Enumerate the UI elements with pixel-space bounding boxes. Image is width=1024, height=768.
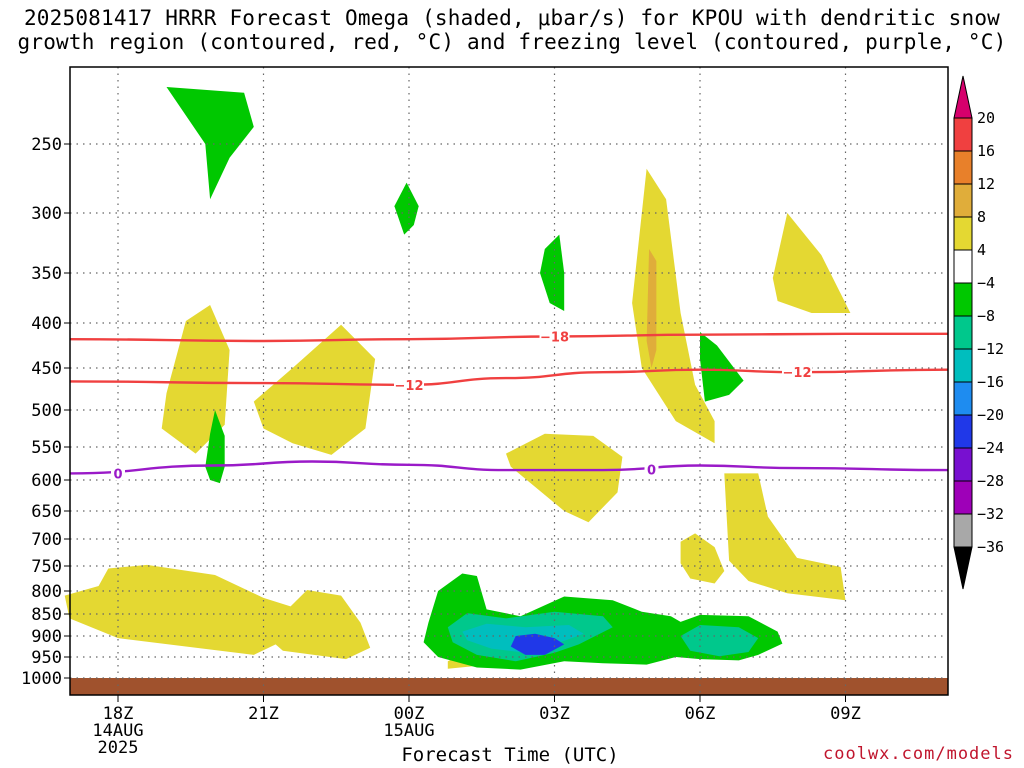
colorbar-label-10: −20 <box>977 406 1004 424</box>
y-tick-label-750: 750 <box>31 557 62 577</box>
contour-layer: −18 −12 −12 0 0 <box>69 328 949 482</box>
x-tick-label-18Z: 18Z <box>103 704 134 724</box>
colorbar-swatch-7 <box>953 315 973 350</box>
colorbar-label-3: 12 <box>977 175 995 193</box>
y-tick-label-1000: 1000 <box>21 669 62 689</box>
contour-label-bg-5 <box>644 461 659 477</box>
x-tick-label-21Z: 21Z <box>248 704 279 724</box>
contour-label-4: 0 <box>113 467 122 482</box>
colorbar-label-2: 16 <box>977 142 995 160</box>
colorbar-top-arrow <box>953 75 973 119</box>
contour-label-1: −18 <box>540 331 569 346</box>
contour-label-bg-2 <box>394 376 424 392</box>
omega-region-3 <box>161 305 230 454</box>
grid-layer <box>70 67 948 695</box>
y-axis: 2503003504004505005506006507007508008509… <box>21 135 70 689</box>
contour-label-bg-3 <box>782 364 812 380</box>
colorbar-label-6: −4 <box>977 274 995 292</box>
y-tick-label-550: 550 <box>31 438 62 458</box>
colorbar-swatch-4 <box>953 216 973 251</box>
contour-line-3 <box>69 460 949 475</box>
x-tick-date-00Z: 15AUG <box>383 721 434 741</box>
colorbar-label-8: −12 <box>977 340 1004 358</box>
y-tick-label-350: 350 <box>31 264 62 284</box>
colorbar-swatch-11 <box>953 447 973 482</box>
colorbar-bottom-arrow <box>953 546 973 590</box>
x-tick-year-18Z: 2025 <box>98 738 139 758</box>
colorbar-label-4: 8 <box>977 208 986 226</box>
y-tick-label-450: 450 <box>31 359 62 379</box>
y-tick-label-900: 900 <box>31 627 62 647</box>
y-tick-label-800: 800 <box>31 582 62 602</box>
omega-shading-layer <box>64 87 851 670</box>
omega-region-2 <box>263 590 371 660</box>
x-tick-label-09Z: 09Z <box>830 704 861 724</box>
omega-region-8 <box>680 533 725 584</box>
y-tick-label-850: 850 <box>31 605 62 625</box>
colorbar-label-9: −16 <box>977 373 1004 391</box>
omega-region-4 <box>253 324 376 455</box>
y-tick-label-500: 500 <box>31 401 62 421</box>
colorbar-label-14: −36 <box>977 538 1004 556</box>
colorbar-swatch-10 <box>953 414 973 449</box>
y-tick-label-300: 300 <box>31 204 62 224</box>
contour-label-5: 0 <box>647 463 656 478</box>
x-tick-label-06Z: 06Z <box>685 704 716 724</box>
omega-region-13 <box>394 182 419 235</box>
ground-strip <box>70 678 948 695</box>
colorbar-label-5: 4 <box>977 241 986 259</box>
site-credit: coolwx.com/models <box>823 744 1014 764</box>
colorbar-swatch-6 <box>953 282 973 317</box>
colorbar-swatch-9 <box>953 381 973 416</box>
colorbar-swatch-2 <box>953 150 973 185</box>
colorbar: 20 16 12 8 4 −4 −8 −12 −16 −20 −24 −28 −32 −36 <box>953 75 1004 590</box>
x-tick-label-03Z: 03Z <box>539 704 570 724</box>
colorbar-swatch-8 <box>953 348 973 383</box>
x-tick-label-00Z: 00Z <box>394 704 425 724</box>
colorbar-swatch-12 <box>953 480 973 515</box>
omega-region-1 <box>64 564 312 655</box>
omega-region-16 <box>700 332 744 402</box>
x-tick-date-18Z: 14AUG <box>92 721 143 741</box>
contour-label-3: −12 <box>783 366 812 381</box>
colorbar-label-11: −24 <box>977 439 1004 457</box>
y-tick-label-600: 600 <box>31 471 62 491</box>
plot-border <box>69 66 949 696</box>
colorbar-swatch-13 <box>953 513 973 548</box>
y-tick-label-400: 400 <box>31 314 62 334</box>
contour-label-2: −12 <box>395 379 424 394</box>
y-tick-label-650: 650 <box>31 502 62 522</box>
omega-region-peak <box>646 249 657 368</box>
colorbar-label-1: 20 <box>977 109 995 127</box>
y-tick-label-950: 950 <box>31 648 62 668</box>
colorbar-swatch-3 <box>953 183 973 218</box>
contour-label-bg-4 <box>111 465 125 481</box>
omega-region-21 <box>510 633 565 655</box>
title-line-1: 2025081417 HRRR Forecast Omega (shaded, … <box>23 6 1001 30</box>
colorbar-swatch-5 <box>953 249 973 284</box>
chart-title: 2025081417 HRRR Forecast Omega (shaded, … <box>0 6 1024 54</box>
x-axis-label: Forecast Time (UTC) <box>401 744 619 766</box>
colorbar-label-12: −28 <box>977 472 1004 490</box>
omega-region-7 <box>632 168 715 444</box>
colorbar-label-7: −8 <box>977 307 995 325</box>
colorbar-label-13: −32 <box>977 505 1004 523</box>
title-line-2: growth region (contoured, red, °C) and f… <box>17 30 1007 54</box>
y-tick-label-250: 250 <box>31 135 62 155</box>
omega-region-10 <box>772 213 851 313</box>
omega-region-9 <box>724 473 846 601</box>
colorbar-swatch-1 <box>953 117 973 152</box>
omega-region-6 <box>506 433 623 523</box>
omega-region-12 <box>166 87 254 200</box>
contour-label-bg-1 <box>539 328 570 344</box>
y-tick-label-700: 700 <box>31 530 62 550</box>
